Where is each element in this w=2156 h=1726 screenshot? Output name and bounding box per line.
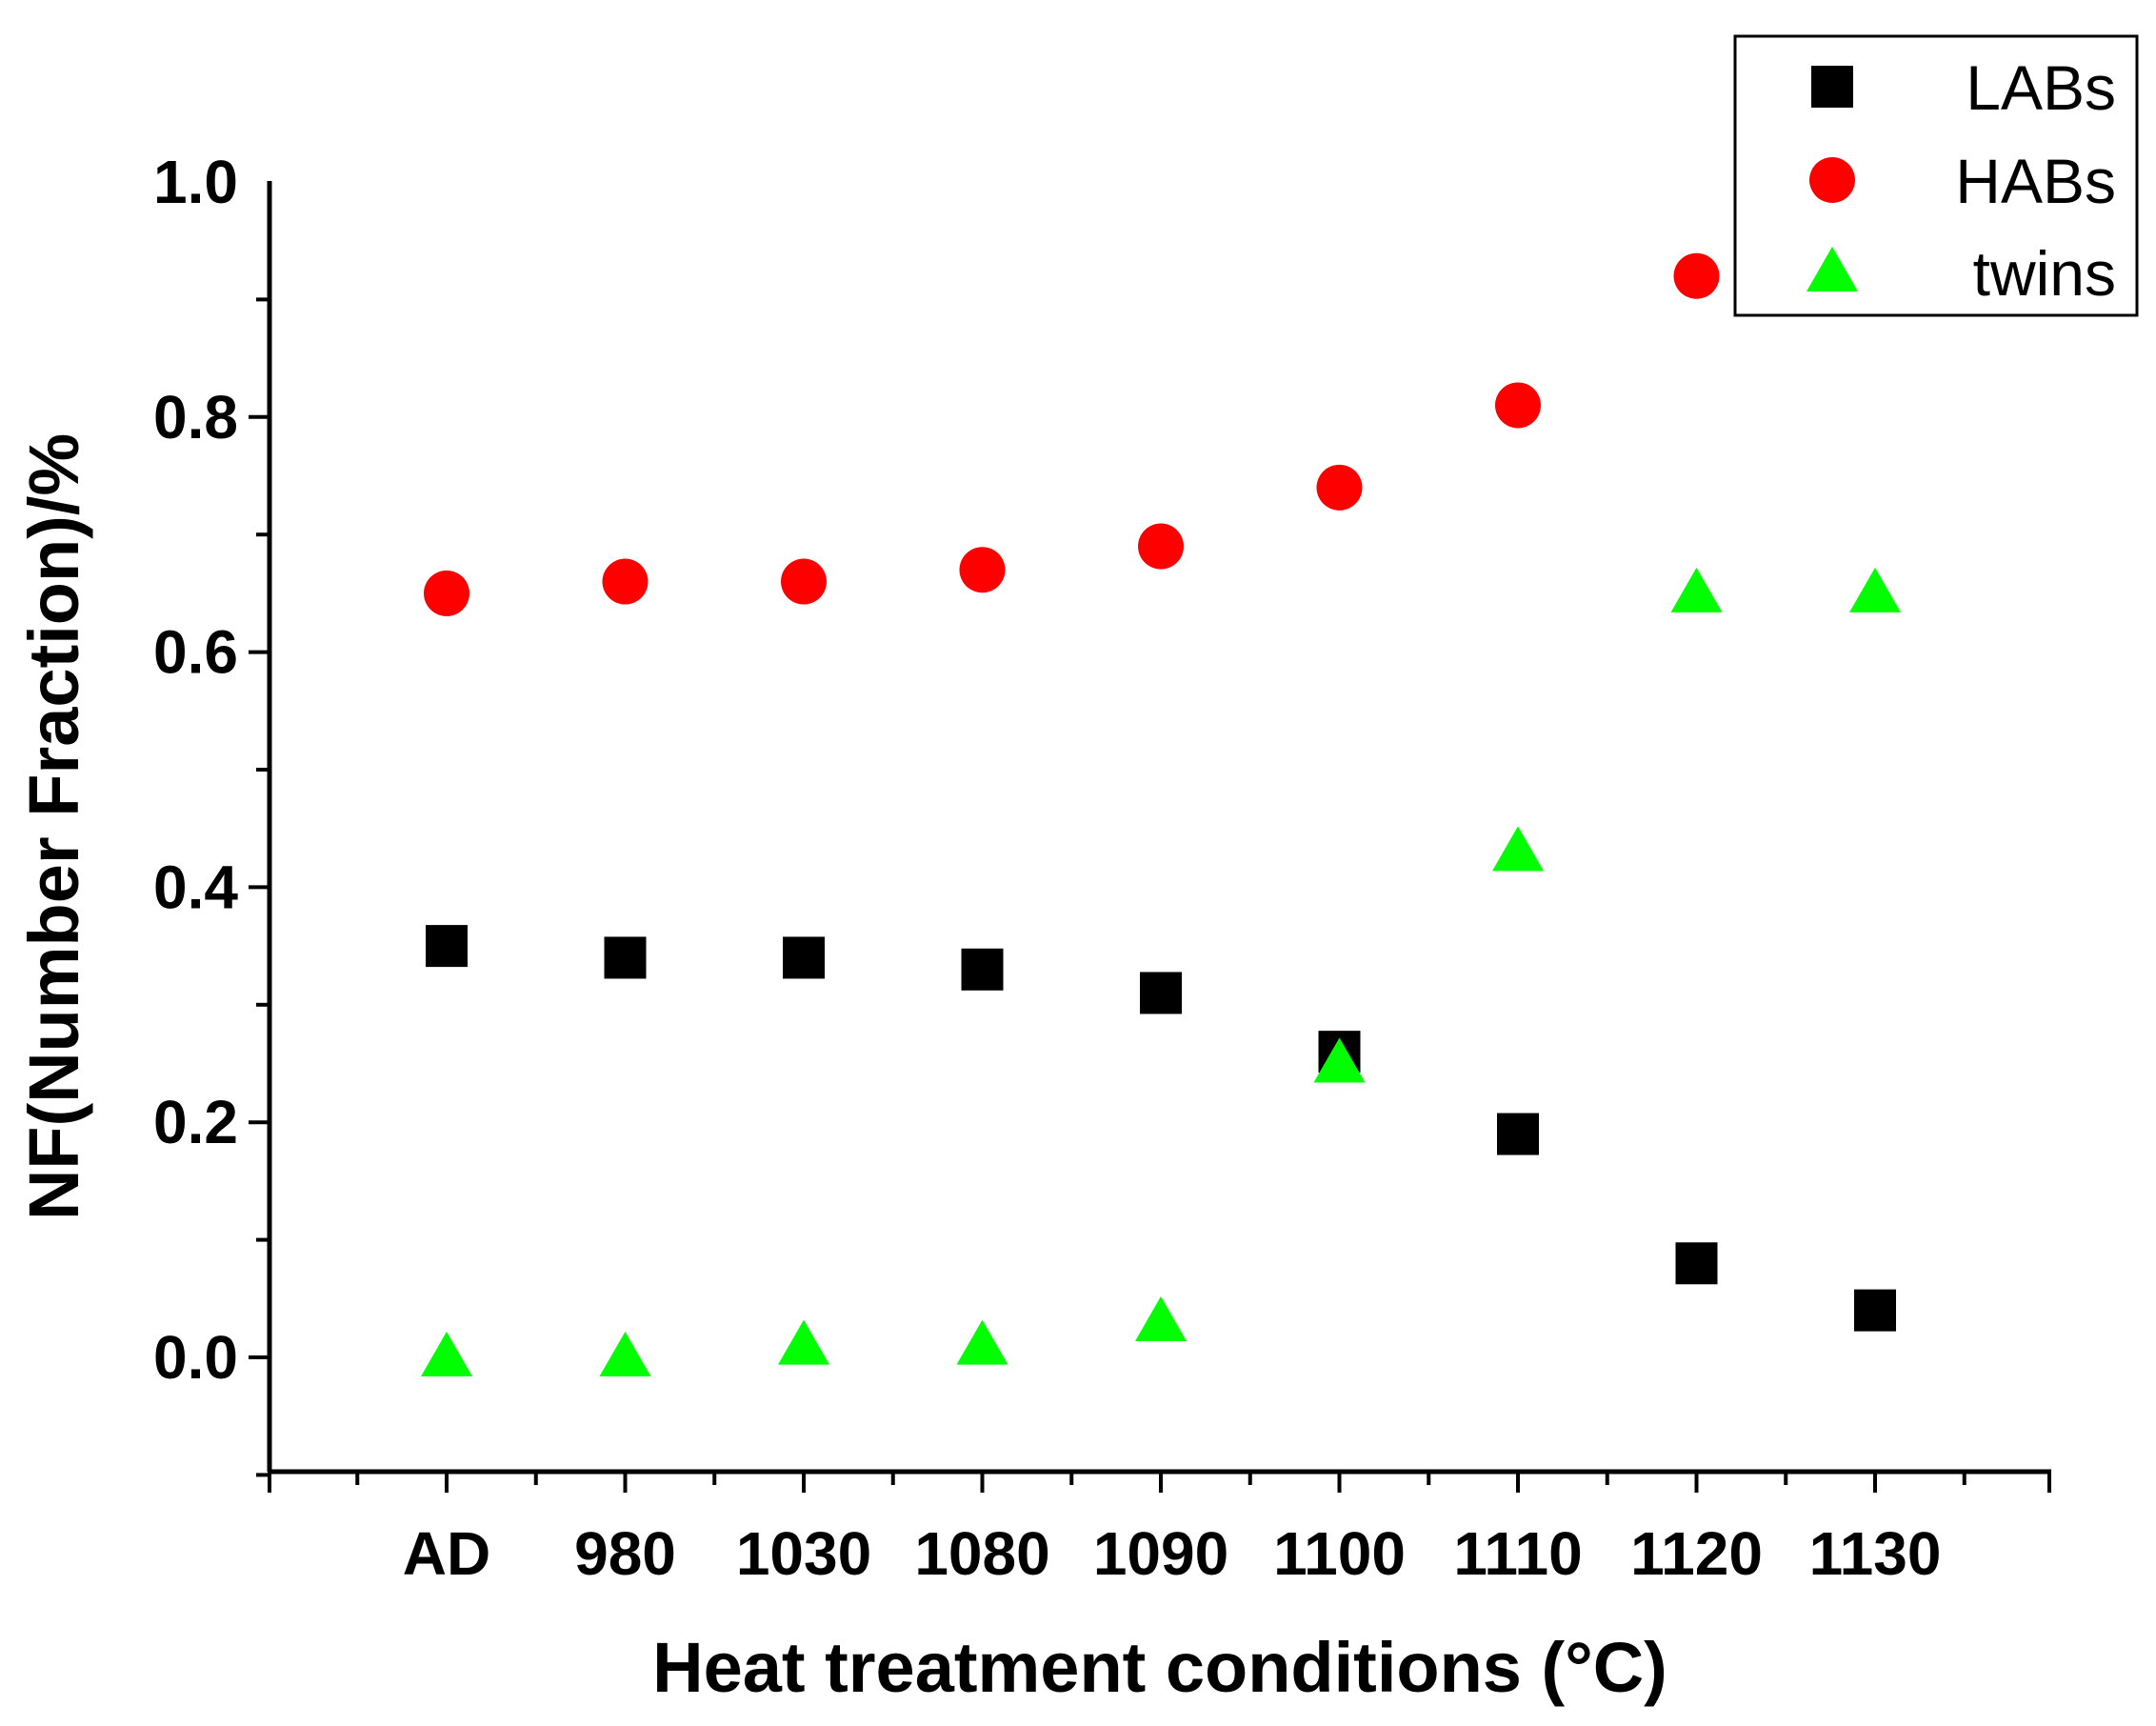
point-twins (421, 1332, 472, 1376)
legend-marker-habs (1809, 157, 1855, 203)
y-tick-label: 0.2 (153, 1088, 238, 1156)
point-labs (426, 925, 468, 968)
point-labs (1854, 1289, 1896, 1332)
y-tick-label: 0.0 (153, 1323, 238, 1392)
x-tick-label: 1120 (1630, 1519, 1763, 1588)
point-habs (424, 570, 469, 616)
series-labs (426, 925, 1896, 1332)
point-twins (1135, 1295, 1187, 1341)
legend-marker-labs (1811, 66, 1853, 108)
point-labs (1497, 1113, 1539, 1155)
point-twins (1670, 567, 1723, 612)
x-tick-label: 1080 (914, 1519, 1049, 1588)
point-habs (1138, 523, 1184, 570)
point-habs (1316, 464, 1363, 511)
y-ticks: 0.0 0.2 0.4 0.6 0.8 1.0 (153, 148, 270, 1477)
x-tick-label: 1100 (1273, 1519, 1406, 1588)
series-habs (424, 252, 1720, 616)
legend-marker-twins (1807, 247, 1858, 291)
point-twins (1492, 826, 1544, 872)
x-tick-label: 1130 (1809, 1519, 1942, 1588)
y-tick-label: 0.8 (153, 383, 238, 452)
legend-label-habs: HABs (1955, 146, 2116, 216)
point-twins (956, 1319, 1008, 1365)
x-tick-label: 1090 (1093, 1519, 1228, 1588)
point-twins (599, 1332, 651, 1376)
point-twins (1313, 1037, 1366, 1083)
x-tick-label: 980 (574, 1519, 676, 1588)
x-tick-label: 1110 (1453, 1519, 1582, 1588)
x-axis-title: Heat treatment conditions (°C) (652, 1628, 1667, 1707)
data-points (421, 252, 1901, 1376)
point-habs (1673, 252, 1720, 299)
x-tick-label: AD (403, 1519, 490, 1588)
point-labs (604, 936, 647, 979)
point-habs (781, 558, 827, 605)
legend-label-twins: twins (1973, 238, 2116, 309)
point-twins (778, 1319, 829, 1365)
axes (267, 181, 2051, 1475)
series-twins (421, 567, 1901, 1376)
point-labs (961, 948, 1004, 991)
point-habs (1495, 382, 1541, 429)
point-labs (1675, 1242, 1718, 1285)
point-habs (959, 547, 1006, 593)
y-tick-label: 1.0 (153, 148, 238, 216)
x-tick-label: 1030 (736, 1519, 871, 1588)
point-twins (1849, 567, 1901, 612)
y-axis-title: NF(Number Fraction)/% (14, 433, 93, 1220)
legend-box (1733, 34, 2139, 317)
y-tick-label: 0.6 (153, 618, 238, 687)
point-labs (783, 936, 825, 979)
point-habs (602, 558, 649, 605)
point-labs (1140, 972, 1182, 1014)
y-tick-label: 0.4 (153, 853, 238, 921)
legend: LABs HABs twins (1733, 34, 2139, 317)
legend-label-labs: LABs (1966, 52, 2116, 123)
x-ticks: AD 980 1030 1080 1090 1100 1110 1120 1130 (268, 1472, 2051, 1588)
